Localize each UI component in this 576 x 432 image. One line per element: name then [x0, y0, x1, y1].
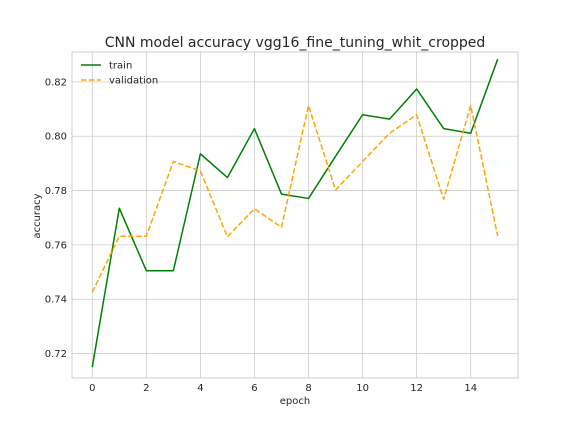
x-tick-label: 0 [89, 383, 95, 394]
x-axis: 0 2 4 6 8 10 12 14 [89, 383, 477, 394]
y-tick-label: 0.74 [45, 295, 67, 306]
x-tick-label: 8 [305, 383, 311, 394]
chart-title: CNN model accuracy vgg16_fine_tuning_whi… [105, 35, 486, 51]
series-lines [91, 58, 499, 368]
y-tick-label: 0.76 [45, 240, 67, 251]
y-tick-label: 0.82 [45, 77, 67, 88]
legend-label-validation: validation [109, 76, 158, 87]
x-tick-label: 14 [464, 383, 477, 394]
x-tick-label: 6 [251, 383, 257, 394]
x-tick-label: 12 [410, 383, 423, 394]
plot-frame [71, 51, 519, 379]
x-tick-label: 4 [197, 383, 203, 394]
legend-label-train: train [109, 61, 132, 72]
y-tick-label: 0.72 [45, 349, 67, 360]
legend: train validation [81, 61, 158, 87]
x-tick-label: 10 [356, 383, 369, 394]
series-line-train [91, 58, 499, 368]
y-tick-label: 0.78 [45, 186, 67, 197]
x-axis-label: epoch [280, 396, 310, 407]
x-tick-label: 2 [143, 383, 149, 394]
y-tick-label: 0.80 [45, 132, 67, 143]
y-axis-label: accuracy [32, 193, 43, 238]
y-axis: 0.72 0.74 0.76 0.78 0.80 0.82 [45, 77, 67, 360]
grid [72, 52, 518, 378]
series-line-validation [91, 104, 499, 293]
plot-area [72, 52, 518, 378]
